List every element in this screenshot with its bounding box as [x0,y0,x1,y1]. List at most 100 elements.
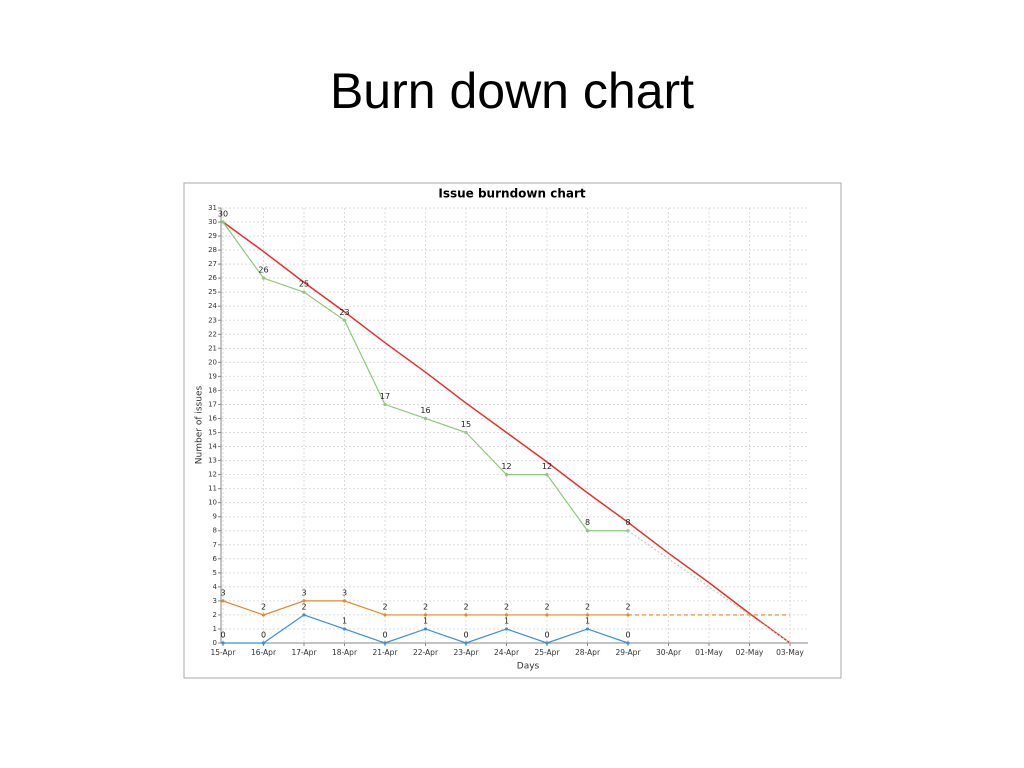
data-point [423,627,428,631]
data-label: 1 [504,616,509,625]
data-point [585,529,590,533]
data-label: 8 [585,518,590,527]
y-axis-label: Number of issues [195,386,205,465]
y-tick-label: 20 [208,358,217,366]
data-label: 2 [585,602,590,611]
data-point [221,599,225,603]
x-tick-label: 23-Apr [453,648,479,657]
data-point [585,627,590,631]
data-label: 15 [461,420,471,429]
y-tick-label: 3 [213,597,217,605]
data-point [464,613,468,617]
data-label: 2 [544,602,549,611]
data-label: 3 [220,588,225,597]
data-label: 2 [504,602,509,611]
data-label: 2 [463,602,468,611]
x-tick-label: 15-Apr [210,648,236,657]
data-point [504,473,509,477]
x-tick-label: 21-Apr [372,648,398,657]
data-point [342,318,347,322]
y-tick-label: 19 [208,372,217,380]
x-tick-label: 18-Apr [332,648,358,657]
data-label: 8 [625,518,630,527]
y-tick-label: 28 [208,246,217,254]
data-label: 0 [463,631,468,640]
data-point [221,641,225,645]
series-line [222,221,791,644]
y-tick-label: 17 [208,400,217,408]
y-tick-label: 1 [213,625,217,633]
x-tick-label: 16-Apr [251,648,277,657]
data-label: 1 [342,616,347,625]
data-point [261,613,266,617]
x-tick-label: 25-Apr [534,648,560,657]
y-tick-label: 6 [213,555,218,563]
x-tick-label: 22-Apr [413,648,439,657]
data-label: 2 [625,602,630,611]
x-tick-label: 30-Apr [656,648,682,657]
y-tick-label: 14 [208,443,217,451]
data-point [261,641,266,645]
data-point [383,641,387,645]
data-point [545,641,549,645]
data-label: 12 [501,462,511,471]
x-tick-label: 02-May [736,648,764,657]
data-label: 2 [423,602,428,611]
y-tick-label: 9 [213,513,217,521]
y-tick-label: 0 [213,639,217,647]
y-tick-label: 18 [208,386,217,394]
y-tick-label: 7 [213,541,217,549]
data-point [545,473,549,477]
chart-title: Issue burndown chart [438,187,586,201]
y-tick-label: 21 [208,344,217,352]
data-label: 1 [423,616,428,625]
data-label: 2 [382,602,387,611]
y-tick-label: 30 [208,218,217,226]
data-point [626,641,630,645]
y-tick-label: 24 [208,302,217,310]
x-tick-label: 03-May [776,648,804,657]
series-line [627,530,791,644]
plot-area [221,208,808,643]
data-label: 1 [585,616,590,625]
x-tick-label: 01-May [695,648,723,657]
data-label: 16 [420,406,430,415]
y-tick-label: 10 [208,499,217,507]
slide-title: Burn down chart [329,63,695,119]
data-label: 25 [299,280,309,289]
data-label: 2 [301,602,306,611]
y-tick-label: 2 [213,611,217,619]
data-point [423,613,428,617]
data-point [504,613,509,617]
x-axis-label: Days [517,662,540,672]
data-point [302,613,306,617]
data-point [302,599,306,603]
data-label: 23 [339,308,349,317]
data-point [342,627,347,631]
data-point [504,627,509,631]
data-point [383,613,387,617]
data-label: 0 [625,631,630,640]
y-tick-label: 26 [208,274,217,282]
y-tick-label: 23 [208,316,217,324]
y-tick-label: 4 [213,583,218,591]
x-tick-label: 29-Apr [615,648,641,657]
data-label: 26 [258,266,268,275]
data-label: 0 [544,631,549,640]
x-tick-label: 17-Apr [291,648,317,657]
x-tick-label: 28-Apr [575,648,601,657]
y-tick-label: 22 [208,330,217,338]
y-tick-label: 29 [208,232,217,240]
data-point [383,402,387,407]
data-label: 0 [382,631,387,640]
y-tick-label: 15 [208,429,217,437]
data-label: 17 [380,392,390,401]
data-point [221,220,225,224]
data-label: 3 [342,588,347,597]
y-tick-label: 8 [213,527,217,535]
y-tick-label: 31 [208,204,217,212]
data-point [585,613,590,617]
y-tick-label: 27 [208,260,217,268]
data-label: 30 [218,210,228,219]
